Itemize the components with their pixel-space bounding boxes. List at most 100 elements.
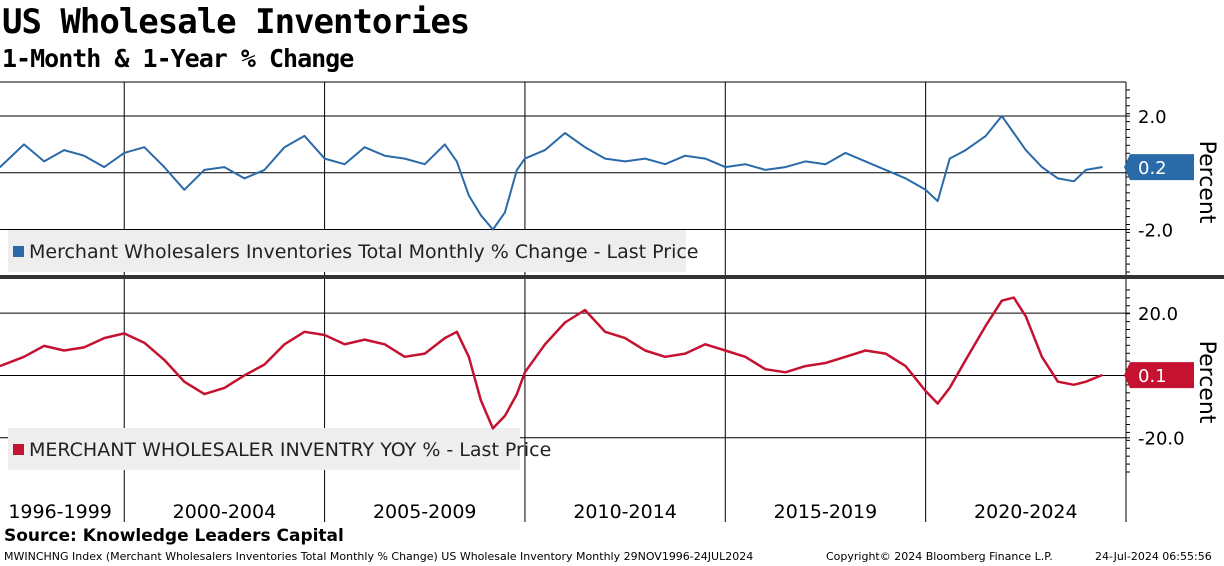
y-tick-label-mom-1: -2.0: [1138, 220, 1173, 241]
data-point-mom-9: [183, 188, 186, 191]
data-point-mom-45: [844, 152, 847, 154]
data-point-mom-10: [203, 169, 206, 171]
data-point-yoy-55: [1013, 296, 1015, 299]
data-point-yoy-26: [492, 427, 494, 430]
data-point-yoy-34: [624, 337, 626, 339]
data-point-yoy-44: [824, 362, 827, 364]
data-point-yoy-41: [764, 368, 767, 371]
data-point-yoy-3: [63, 349, 65, 352]
footer-series-info: MWINCHNG Index (Merchant Wholesalers Inv…: [4, 550, 754, 563]
data-point-yoy-10: [203, 393, 206, 395]
data-point-yoy-60: [1085, 380, 1087, 383]
data-point-mom-42: [784, 166, 787, 168]
data-point-yoy-40: [744, 355, 747, 358]
data-point-yoy-16: [323, 334, 326, 336]
data-point-yoy-14: [283, 343, 286, 346]
data-point-mom-6: [123, 152, 126, 154]
legend-text-mom: Merchant Wholesalers Inventories Total M…: [29, 241, 699, 263]
data-point-yoy-4: [83, 346, 85, 349]
footer-copyright: Copyright© 2024 Bloomberg Finance L.P.: [826, 550, 1053, 563]
footer-datetime: 24-Jul-2024 06:55:56: [1095, 550, 1212, 563]
data-point-mom-21: [423, 163, 426, 166]
data-point-mom-40: [744, 163, 747, 166]
y-axis-label-mom: Percent: [1194, 141, 1219, 224]
data-point-yoy-15: [303, 331, 306, 333]
data-point-mom-31: [564, 132, 566, 134]
data-point-yoy-23: [456, 331, 458, 333]
data-point-mom-48: [904, 177, 907, 180]
data-point-yoy-11: [223, 387, 226, 389]
data-point-mom-51: [948, 157, 951, 160]
data-point-yoy-1: [23, 355, 25, 358]
data-point-yoy-53: [984, 324, 987, 327]
data-point-yoy-42: [784, 371, 787, 374]
data-point-yoy-30: [544, 343, 546, 346]
data-point-yoy-33: [604, 331, 606, 333]
data-point-yoy-61: [1101, 374, 1103, 376]
data-point-mom-25: [480, 214, 482, 217]
data-point-yoy-6: [123, 332, 126, 335]
legend-swatch-mom: [13, 246, 24, 257]
data-point-mom-11: [223, 166, 226, 168]
data-point-mom-34: [624, 160, 626, 163]
data-point-yoy-51: [948, 387, 951, 389]
data-point-mom-4: [83, 154, 85, 157]
data-point-yoy-13: [263, 363, 266, 366]
data-point-yoy-22: [443, 337, 446, 339]
last-value-label-mom: 0.2: [1138, 158, 1167, 179]
data-point-mom-57: [1041, 166, 1043, 168]
data-point-mom-7: [143, 146, 146, 149]
data-point-yoy-8: [163, 359, 166, 361]
data-point-yoy-50: [936, 402, 939, 405]
data-point-mom-28: [516, 169, 518, 171]
x-period-label-3: 2010-2014: [573, 501, 677, 523]
data-point-yoy-29: [524, 371, 526, 374]
data-point-yoy-0: [0, 365, 1, 367]
data-point-yoy-9: [183, 380, 186, 383]
data-point-mom-0: [0, 166, 1, 168]
data-point-mom-50: [936, 200, 939, 202]
data-point-yoy-28: [516, 393, 518, 395]
data-point-yoy-7: [143, 341, 146, 344]
data-point-yoy-52: [964, 359, 967, 361]
data-point-yoy-48: [904, 365, 907, 367]
legend-box-mom: [8, 230, 686, 272]
x-period-label-1: 2000-2004: [173, 501, 277, 523]
data-point-yoy-5: [103, 337, 105, 339]
data-point-mom-38: [704, 157, 707, 160]
last-value-badge-yoy: [1124, 362, 1194, 389]
data-point-mom-15: [303, 135, 306, 137]
data-point-yoy-49: [924, 390, 927, 392]
y-tick-label-yoy-0: 20.0: [1138, 304, 1178, 325]
data-point-yoy-39: [724, 349, 727, 352]
data-point-yoy-20: [403, 355, 406, 358]
data-point-mom-13: [263, 169, 266, 171]
data-point-mom-22: [443, 143, 446, 146]
data-point-yoy-18: [363, 338, 366, 341]
data-point-yoy-2: [43, 345, 45, 347]
data-point-mom-33: [604, 157, 606, 160]
data-point-yoy-12: [243, 374, 246, 377]
data-point-yoy-58: [1057, 380, 1059, 383]
data-point-yoy-35: [644, 349, 646, 352]
data-point-mom-54: [1000, 115, 1003, 117]
data-point-yoy-46: [864, 349, 867, 352]
x-period-label-0: 1996-1999: [8, 501, 112, 523]
chart-subtitle: 1-Month & 1-Year % Change: [2, 44, 354, 73]
data-point-yoy-56: [1025, 315, 1027, 318]
y-tick-label-yoy-1: -20.0: [1138, 429, 1185, 450]
legend-box-yoy: [8, 428, 520, 470]
data-point-yoy-32: [584, 309, 586, 311]
data-point-yoy-24: [468, 355, 470, 358]
chart-title: US Wholesale Inventories: [2, 2, 470, 42]
data-point-mom-23: [456, 160, 458, 163]
data-point-mom-55: [1013, 132, 1015, 134]
data-point-mom-46: [864, 160, 867, 163]
data-point-mom-41: [764, 169, 767, 171]
data-point-mom-32: [584, 146, 586, 149]
data-point-mom-59: [1073, 180, 1075, 183]
data-point-yoy-31: [564, 321, 566, 324]
data-point-mom-20: [403, 157, 406, 160]
data-point-mom-27: [504, 211, 506, 214]
